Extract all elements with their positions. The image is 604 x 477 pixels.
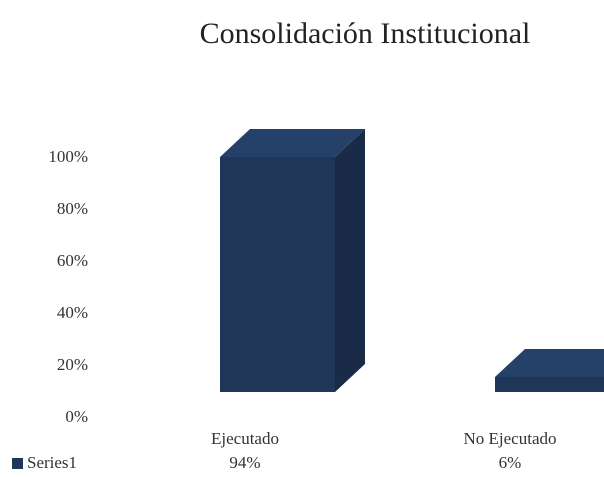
y-tick-label: 20% bbox=[57, 355, 88, 374]
legend-swatch bbox=[12, 458, 23, 469]
chart-title: Consolidación Institucional bbox=[200, 17, 531, 50]
y-tick-label: 100% bbox=[48, 147, 88, 166]
y-tick-label: 40% bbox=[57, 303, 88, 322]
bar-top bbox=[220, 129, 365, 157]
y-tick-label: 0% bbox=[65, 407, 88, 426]
value-label: 6% bbox=[499, 453, 522, 472]
bar-front bbox=[495, 377, 604, 392]
bar-top bbox=[495, 349, 604, 377]
bar-side bbox=[335, 129, 365, 392]
bar bbox=[220, 129, 365, 392]
legend-label: Series1 bbox=[27, 453, 77, 472]
y-tick-label: 60% bbox=[57, 251, 88, 270]
bar bbox=[495, 349, 604, 392]
x-tick-label: No Ejecutado bbox=[464, 429, 557, 448]
value-label: 94% bbox=[229, 453, 260, 472]
x-tick-label: Ejecutado bbox=[211, 429, 279, 448]
y-tick-label: 80% bbox=[57, 199, 88, 218]
bar-front bbox=[220, 157, 335, 392]
